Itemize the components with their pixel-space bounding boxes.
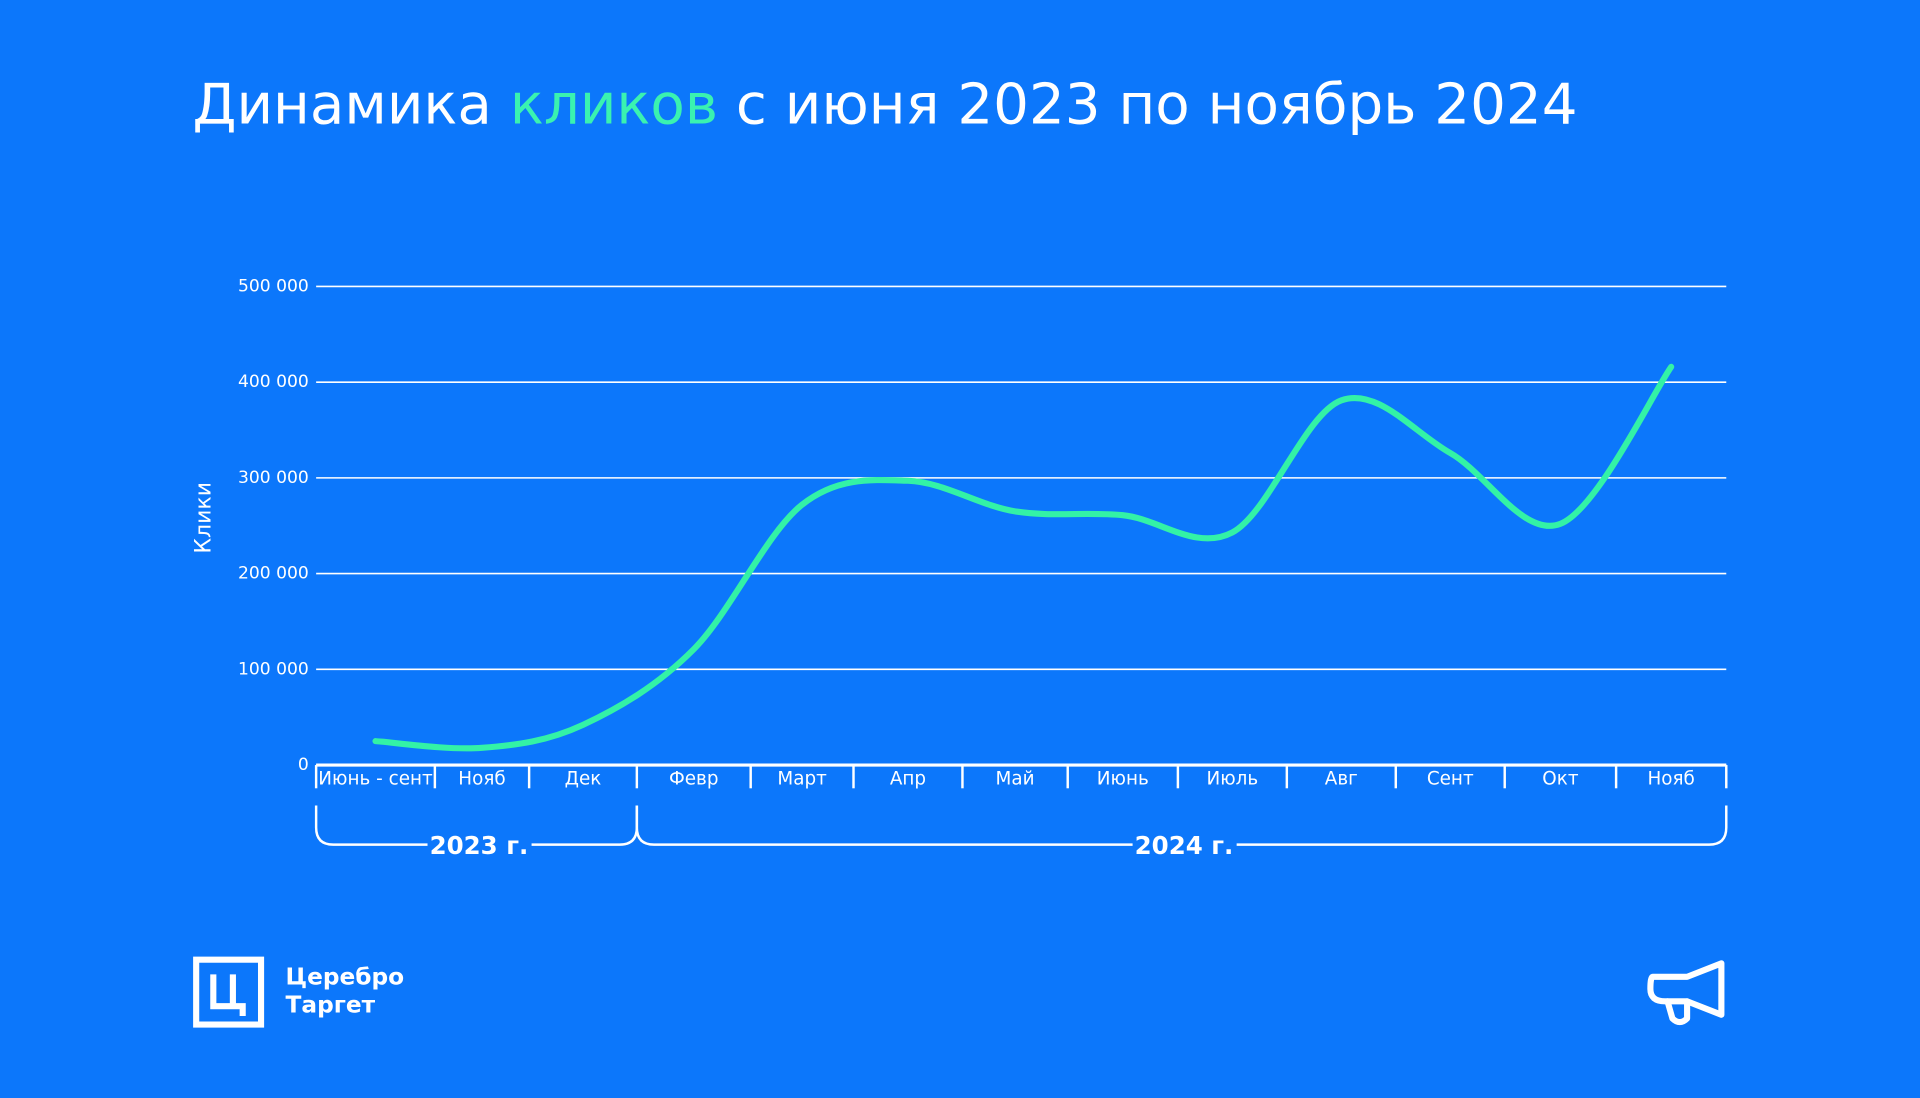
y-tick-label: 500 000 <box>238 276 309 296</box>
data-line <box>372 363 1675 752</box>
x-tick-label: Дек <box>565 769 602 790</box>
x-tick-label: Май <box>996 769 1035 790</box>
y-axis-label: Клики <box>192 482 217 554</box>
x-tick-label: Июнь <box>1097 769 1149 790</box>
year-bracket <box>635 805 1728 846</box>
x-tick-label: Окт <box>1542 769 1579 790</box>
x-tick-label: Нояб <box>1647 769 1694 790</box>
logo: Церебро Таргет <box>193 956 405 1028</box>
logo-text: Таргет <box>286 992 376 1019</box>
y-tick-label: 400 000 <box>238 372 309 392</box>
chart-title: Динамика кликов с июня 2023 по ноябрь 20… <box>193 72 1578 137</box>
x-tick-label: Апр <box>890 769 926 790</box>
y-tick-label: 300 000 <box>238 468 309 488</box>
title-highlight: кликов <box>510 72 718 137</box>
x-tick-label: Июнь - сент <box>318 769 433 790</box>
logo-frame <box>193 956 265 1028</box>
x-tick-label: Июль <box>1206 769 1258 790</box>
x-tick-label: Сент <box>1427 769 1474 790</box>
year-label: 2023 г. <box>430 831 529 860</box>
megaphone-icon <box>1647 960 1725 1026</box>
x-tick-label: Март <box>777 769 827 790</box>
title-part: с июня 2023 по ноябрь 2024 <box>718 72 1578 137</box>
x-tick-label: Февр <box>669 769 719 790</box>
x-tick-label: Нояб <box>458 769 505 790</box>
logo-mark <box>210 974 246 1016</box>
y-tick-label: 200 000 <box>238 564 309 584</box>
title-part: Динамика <box>193 72 510 137</box>
y-tick-label: 0 <box>298 755 309 775</box>
year-label: 2024 г. <box>1135 831 1234 860</box>
y-tick-label: 100 000 <box>238 659 309 679</box>
logo-text: Церебро <box>286 964 405 991</box>
x-tick-label: Авг <box>1325 769 1358 790</box>
